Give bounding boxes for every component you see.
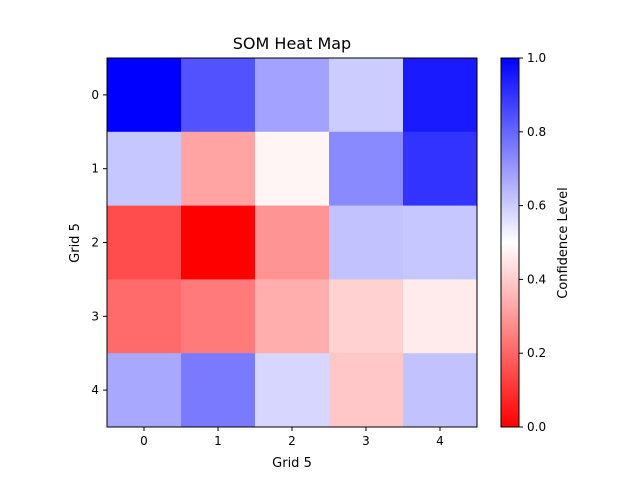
y-tick-label: 1 [91,162,99,176]
heatmap-cell [329,58,404,133]
heatmap-cell [255,353,330,428]
heatmap-cell [181,353,256,428]
chart-title: SOM Heat Map [233,34,351,53]
y-tick-label: 4 [91,383,99,397]
heatmap-cell [403,131,478,207]
heatmap-cell [181,279,256,354]
heatmap-cell [403,205,478,280]
heatmap-cell [107,205,182,280]
colorbar-tick-label: 0.8 [527,125,546,139]
x-tick-label: 1 [214,434,222,448]
x-axis-label: Grid 5 [272,456,312,471]
y-tick-label: 0 [91,88,99,102]
heatmap-cell [107,131,182,207]
heatmap-cell [107,353,182,428]
colorbar-tick-label: 0.2 [527,346,546,360]
colorbar-tick-label: 0.6 [527,199,546,213]
colorbar-tick-label: 1.0 [527,51,546,65]
x-tick-label: 2 [288,434,296,448]
heatmap-cell [107,58,182,133]
colorbar-tick-label: 0.4 [527,272,546,286]
heatmap-cell [255,58,330,133]
heatmap-cell [107,279,182,354]
y-axis-label: Grid 5 [68,223,83,263]
heatmap-cell [329,353,404,428]
heatmap-cell [181,131,256,207]
heatmap-cell [181,205,256,280]
heatmap-cell [403,58,478,133]
y-axis-ticks: 0 1 2 3 4 [91,88,107,397]
heatmap-cell [255,205,330,280]
colorbar-tick-label: 0.0 [527,420,546,434]
heatmap-cell [329,279,404,354]
heatmap-cell [181,58,256,133]
y-tick-label: 3 [91,309,99,323]
x-tick-label: 0 [140,434,148,448]
y-tick-label: 2 [91,236,99,250]
colorbar-label: Confidence Level [556,187,571,299]
x-tick-label: 3 [362,434,370,448]
colorbar-ticks: 0.0 0.2 0.4 0.6 0.8 1.0 [519,51,546,434]
heatmap-cell [403,353,478,428]
heatmap-cell [403,279,478,354]
heatmap-cell [255,279,330,354]
x-tick-label: 4 [436,434,444,448]
colorbar [500,57,520,428]
x-axis-ticks: 0 1 2 3 4 [140,427,444,448]
heatmap-cell [329,131,404,207]
heatmap-cell [255,131,330,207]
heatmap-cell [329,205,404,280]
heatmap-cells [107,58,478,428]
